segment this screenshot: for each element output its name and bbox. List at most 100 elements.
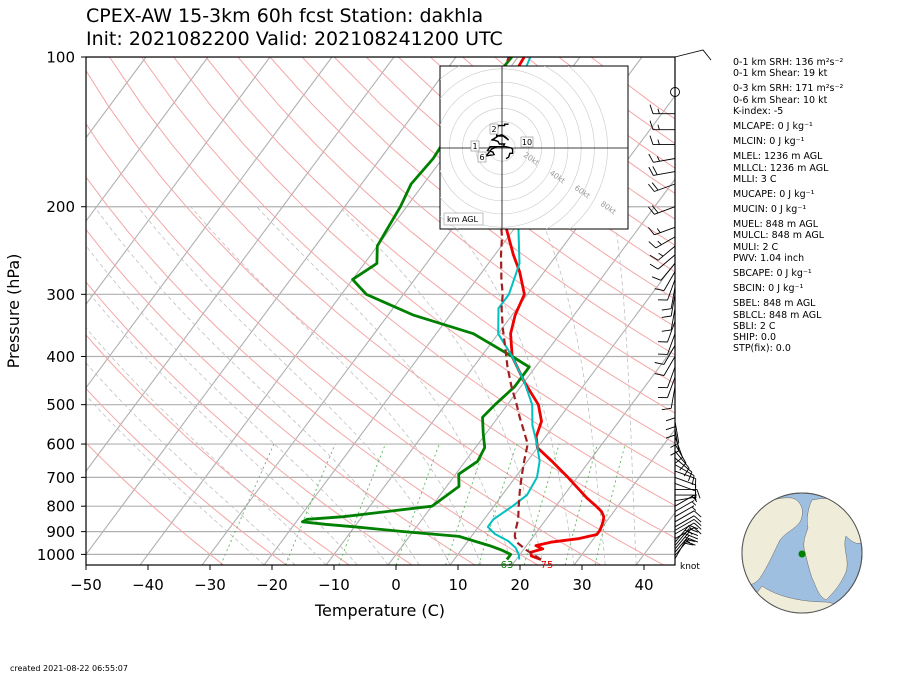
index-line: MLCIN: 0 J kg⁻¹ xyxy=(733,136,805,148)
dry-adiabat xyxy=(237,57,675,414)
wind-barb xyxy=(654,345,676,365)
mixing-ratio-line xyxy=(285,443,336,565)
wind-unit-label: knot xyxy=(680,562,700,572)
hodograph-height-marker: 1 xyxy=(472,142,477,151)
axes: −50 −40 −30 −20 −10 0 10 20 30 40 100 200 300 400 500 6… xyxy=(4,49,700,621)
isotherm xyxy=(86,57,271,306)
wind-barb xyxy=(649,254,676,270)
wind-barb xyxy=(674,457,693,482)
x-tick-label: 10 xyxy=(448,576,467,594)
mixing-ratio-line xyxy=(445,443,487,565)
wind-barb xyxy=(674,476,697,495)
hodograph-label: km AGL xyxy=(447,215,479,224)
dry-adiabat xyxy=(333,57,675,328)
dry-adiabat xyxy=(86,281,413,565)
mixing-ratio-line xyxy=(564,443,598,565)
index-line: STP(fix): 0.0 xyxy=(733,343,791,355)
hodograph-marker-box xyxy=(470,140,480,152)
isotherm xyxy=(86,57,333,389)
y-tick-label: 900 xyxy=(46,523,75,541)
index-line: PWV: 1.04 inch xyxy=(733,252,805,264)
index-line: MLLI: 3 C xyxy=(733,173,777,185)
dry-adiabat xyxy=(173,57,675,475)
y-tick-label: 500 xyxy=(46,396,75,414)
wind-barb xyxy=(661,386,676,411)
dry-adiabat xyxy=(86,176,538,565)
isotherm xyxy=(86,57,457,556)
wind-barb xyxy=(648,226,676,236)
y-tick-label: 300 xyxy=(46,286,75,304)
wind-barb xyxy=(657,366,676,389)
moist-adiabat xyxy=(86,288,358,565)
x-tick-label: 30 xyxy=(572,576,591,594)
y-tick-label: 600 xyxy=(46,436,75,454)
moist-adiabat xyxy=(256,206,513,565)
mixing-ratio-line xyxy=(338,443,386,565)
x-tick-label: 0 xyxy=(391,576,401,594)
dry-adiabat xyxy=(301,57,675,356)
wind-barb xyxy=(648,205,676,215)
wind-barb xyxy=(648,236,676,249)
mixing-ratio-line xyxy=(220,443,275,565)
wind-barb xyxy=(670,421,680,448)
x-tick-label: −40 xyxy=(132,576,164,594)
hodograph-marker-box xyxy=(477,151,487,163)
plot-frame xyxy=(85,56,676,566)
wind-barb xyxy=(657,321,676,343)
index-line: SBEL: 848 m AGL xyxy=(733,298,816,310)
index-line: MULCL: 848 m AGL xyxy=(733,230,825,242)
isotherm xyxy=(511,345,675,565)
station-marker xyxy=(798,550,806,558)
wind-barb xyxy=(674,436,683,464)
index-line: 0-1 km Shear: 19 kt xyxy=(733,68,828,80)
hodograph-height-marker: 2 xyxy=(491,125,496,134)
dry-adiabat xyxy=(86,122,601,565)
wind-barb xyxy=(674,500,697,512)
moist-adiabat xyxy=(535,206,606,565)
moist-adiabat xyxy=(612,206,637,565)
y-tick-label: 100 xyxy=(46,49,75,67)
x-tick-label: −50 xyxy=(70,576,102,594)
dry-adiabat xyxy=(86,387,287,565)
hodograph-height-marker: 10 xyxy=(522,138,532,147)
y-axis-label: Pressure (hPa) xyxy=(4,254,23,369)
x-axis-label: Temperature (C) xyxy=(314,601,445,620)
y-tick-label: 700 xyxy=(46,469,75,487)
wind-barb xyxy=(661,286,676,311)
wind-barb xyxy=(665,395,676,422)
dry-adiabat xyxy=(269,57,675,385)
wind-barb xyxy=(649,245,676,261)
wind-barb xyxy=(657,376,676,399)
index-line: MULI: 2 C xyxy=(733,241,779,253)
wind-barb xyxy=(674,527,702,540)
isotherm xyxy=(449,261,675,565)
hodograph-marker-box xyxy=(489,123,499,135)
index-line: SHIP: 0.0 xyxy=(733,331,777,343)
x-tick-label: −10 xyxy=(318,576,350,594)
wind-barb xyxy=(648,182,676,192)
wind-barb xyxy=(675,488,701,499)
chart-title: CPEX-AW 15-3km 60h fcst Station: dakhla xyxy=(86,5,484,27)
wind-barb xyxy=(674,515,702,528)
y-tick-label: 800 xyxy=(46,498,75,516)
wind-barb xyxy=(674,519,702,531)
isotherm xyxy=(86,57,209,222)
hodograph-height-marker: 6 xyxy=(479,153,484,162)
hodograph-label-box xyxy=(443,212,484,226)
wind-barb xyxy=(649,104,675,115)
index-line: MUCIN: 0 J kg⁻¹ xyxy=(733,204,807,216)
wind-barb xyxy=(657,279,676,301)
landmass-africa-europe xyxy=(803,498,862,601)
dry-adiabat xyxy=(397,57,675,273)
mixing-ratio-line xyxy=(395,443,440,565)
index-line: MLCAPE: 0 J kg⁻¹ xyxy=(733,120,813,132)
dry-adiabat xyxy=(109,57,675,539)
isotherm xyxy=(573,428,675,565)
wind-barb xyxy=(657,333,676,355)
y-tick-label: 1000 xyxy=(37,546,75,564)
dry-adiabat xyxy=(205,57,675,444)
y-tick-label: 200 xyxy=(46,198,75,216)
wind-barb xyxy=(674,494,697,507)
